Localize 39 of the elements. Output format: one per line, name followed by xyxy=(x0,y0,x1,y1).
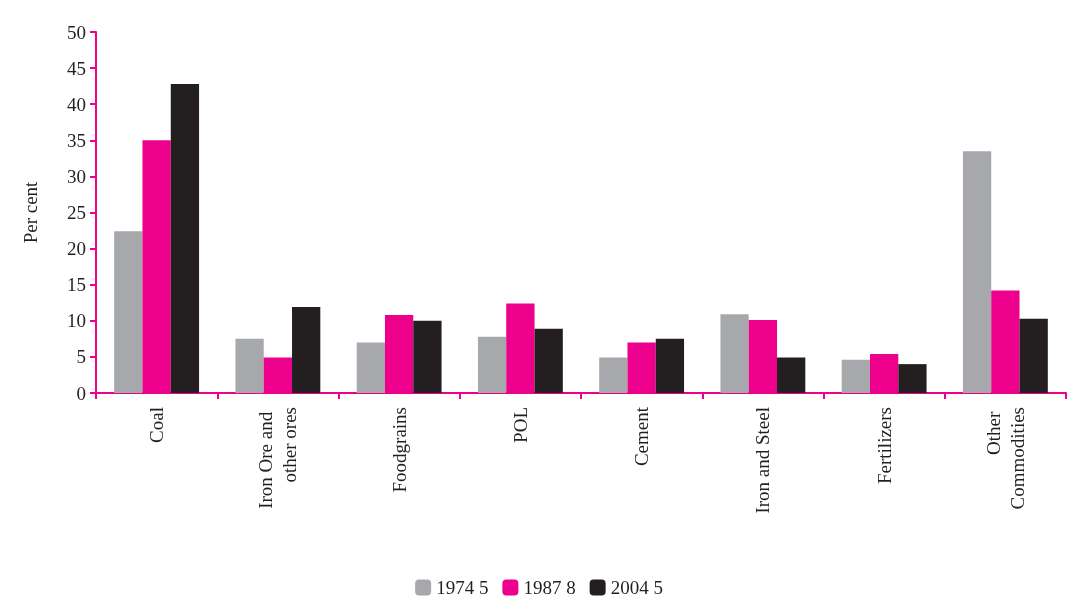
bar xyxy=(777,357,806,393)
bar xyxy=(114,231,143,393)
y-tick-label: 0 xyxy=(76,382,86,404)
x-tick-label: Foodgrains xyxy=(388,407,410,493)
y-tick-label: 45 xyxy=(67,57,86,79)
y-tick-label: 25 xyxy=(67,202,86,223)
bar xyxy=(477,336,507,393)
y-tick-label: 35 xyxy=(67,129,86,151)
x-tick-label: Iron Ore and other ores xyxy=(255,407,301,509)
bar xyxy=(356,342,385,393)
y-tick-label: 50 xyxy=(67,21,86,43)
y-axis-title: Per cent xyxy=(20,180,41,244)
y-tick-label: 40 xyxy=(67,93,86,115)
bar xyxy=(235,338,264,393)
bar xyxy=(720,314,749,393)
bar xyxy=(170,83,200,393)
bar xyxy=(413,320,442,393)
y-tick-label: 15 xyxy=(67,274,86,296)
x-tick-label: POL xyxy=(509,407,531,443)
y-tick-label: 10 xyxy=(67,310,86,332)
bar xyxy=(898,364,927,393)
bar xyxy=(292,307,321,393)
bar xyxy=(962,151,992,393)
legend-label: 1987 8 xyxy=(523,577,576,598)
y-tick-label: 5 xyxy=(76,346,86,368)
bar xyxy=(1019,318,1048,393)
x-tick-label: Coal xyxy=(146,407,168,443)
bar xyxy=(599,357,628,393)
x-tick-label: Cement xyxy=(631,406,653,467)
x-tick-label: Other Commodities xyxy=(982,407,1028,510)
y-tick-label: 30 xyxy=(67,165,86,187)
x-tick-label: Iron and Steel xyxy=(752,407,774,514)
bar xyxy=(655,338,685,393)
legend-label: 2004 5 xyxy=(610,577,663,598)
x-tick-label: Fertilizers xyxy=(873,407,895,485)
bar xyxy=(534,328,563,393)
legend-label: 1974 5 xyxy=(436,577,489,598)
y-tick-label: 20 xyxy=(67,238,86,260)
bar xyxy=(841,359,870,393)
